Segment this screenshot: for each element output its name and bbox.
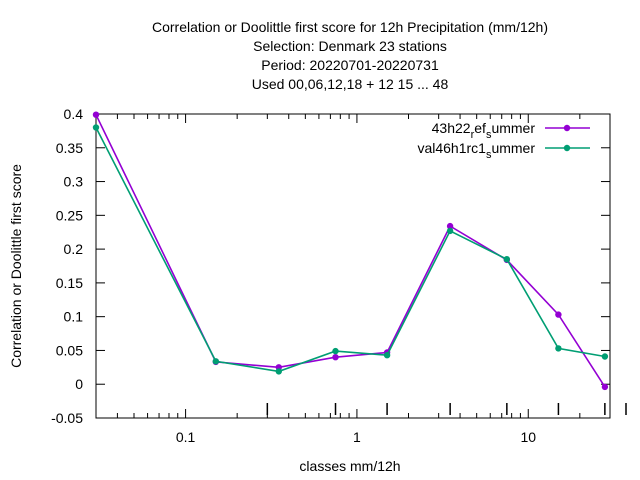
data-point	[601, 353, 609, 360]
legend-marker	[563, 124, 571, 132]
legend-label-part: s	[486, 129, 492, 141]
legend-label-part: ummer	[491, 120, 535, 136]
y-tick-label: 0	[75, 376, 83, 392]
legend-label: 43h22refsummer	[432, 120, 536, 141]
x-axis-label: classes mm/12h	[299, 458, 400, 474]
data-point	[601, 383, 609, 391]
series-group	[92, 111, 609, 391]
data-point	[383, 352, 391, 359]
data-point	[212, 358, 219, 365]
data-point	[92, 111, 100, 118]
title-line: Correlation or Doolittle first score for…	[152, 19, 548, 35]
y-axis: 0.4 0.35 0.3 0.25 0.2 0.15 0.1 0.05 0 -0.05	[51, 106, 610, 426]
y-tick-label: -0.05	[51, 410, 83, 426]
y-tick-label: 0.15	[56, 275, 83, 291]
legend-label-part: r	[471, 129, 475, 141]
y-tick-label: 0.05	[56, 342, 83, 358]
legend-label-part: val46h1rc1	[417, 140, 486, 156]
title-line: Selection: Denmark 23 stations	[253, 38, 447, 54]
title-line: Period: 20220701-20220731	[261, 57, 439, 73]
plot-area-frame	[95, 113, 611, 419]
y-tick-label: 0.25	[56, 207, 83, 223]
data-point	[503, 256, 510, 263]
data-point	[275, 368, 282, 375]
y-tick-label: 0.3	[64, 174, 84, 190]
y-tick-label: 0.35	[56, 140, 83, 156]
data-point	[555, 311, 562, 318]
data-point	[332, 354, 339, 361]
data-point	[92, 124, 100, 131]
x-tick-label: 0.1	[176, 429, 196, 445]
title-line: Used 00,06,12,18 + 12 15 ... 48	[252, 76, 449, 92]
y-tick-label: 0.4	[64, 106, 84, 122]
legend-label-part: ummer	[491, 140, 535, 156]
x-tick-label: 10	[520, 429, 536, 445]
series-line-1	[95, 127, 606, 373]
y-axis-label: Correlation or Doolittle first score	[8, 164, 24, 368]
legend-label-part: 43h22	[432, 120, 471, 136]
legend-label: val46h1rc1summer	[417, 140, 535, 161]
y-tick-label: 0.1	[64, 309, 84, 325]
data-point	[446, 227, 454, 235]
chart-title: Correlation or Doolittle first score for…	[152, 19, 548, 92]
legend-marker	[563, 144, 571, 152]
x-axis: 0.1 1 10	[95, 114, 627, 445]
x-tick-label: 1	[353, 429, 361, 445]
legend-label-part: s	[486, 149, 492, 161]
legend-label-part: ef	[474, 120, 486, 136]
data-point	[332, 347, 339, 355]
data-point	[446, 222, 454, 230]
y-tick-label: 0.2	[64, 241, 84, 257]
data-point	[555, 345, 562, 352]
